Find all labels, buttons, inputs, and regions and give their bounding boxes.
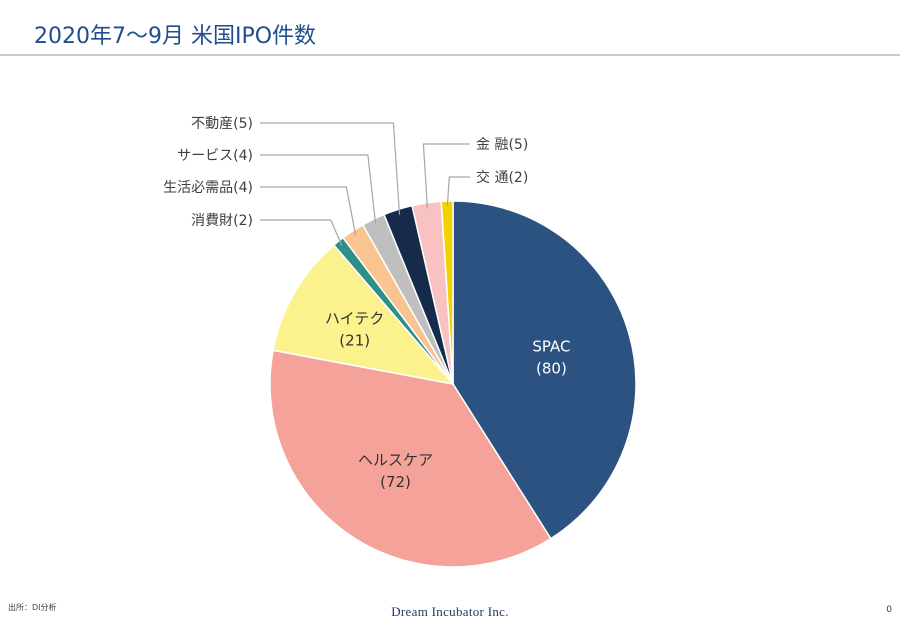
- callout-label-5: サービス(4): [177, 148, 253, 164]
- callout-label-6: 不動産(5): [191, 116, 253, 132]
- slice-label-2: ハイテク(21): [325, 309, 384, 349]
- company-name: Dream Incubator Inc.: [391, 604, 509, 619]
- callout-label-4: 生活必需品(4): [163, 180, 253, 196]
- leader-line-7: [422, 143, 470, 209]
- page-title: 2020年7～9月 米国IPO件数: [34, 24, 317, 49]
- leader-line-4: [260, 186, 357, 236]
- callout-label-3: 消費財(2): [191, 213, 253, 229]
- leader-line-8: [446, 176, 470, 207]
- page-number: 0: [886, 605, 892, 615]
- leader-line-6: [260, 122, 401, 215]
- pie-slice-0: [452, 200, 637, 540]
- slice-label-0: SPAC (80): [532, 338, 570, 378]
- callout-label-8: 交 通(2): [476, 169, 528, 186]
- title-divider: [0, 54, 900, 56]
- slice-label-1: ヘルスケア(72): [358, 451, 433, 491]
- pie-slice-1: [269, 349, 552, 568]
- source-note: 出所：DI分析: [8, 603, 57, 612]
- pie-slice-2: [272, 244, 455, 386]
- leader-line-3: [260, 219, 343, 246]
- leader-line-5: [260, 154, 377, 225]
- callout-label-7: 金 融(5): [476, 137, 528, 153]
